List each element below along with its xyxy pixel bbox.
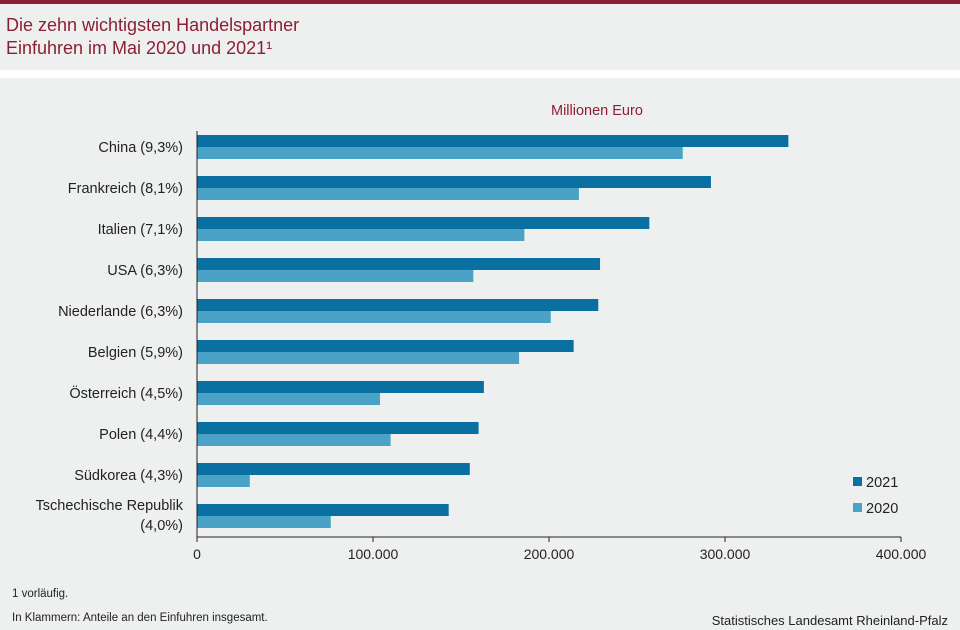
bar-2020 (197, 229, 525, 241)
source-label: Statistisches Landesamt Rheinland-Pfalz (711, 613, 948, 628)
legend-label: 2021 (866, 475, 898, 491)
chart-title: Die zehn wichtigsten Handelspartner Einf… (6, 14, 299, 60)
x-tick-label: 200.000 (524, 546, 575, 562)
bar-2021 (197, 299, 599, 311)
category-label: Tschechische Republik (36, 498, 184, 514)
x-tick-label: 0 (193, 546, 201, 562)
bar-2021 (197, 381, 484, 393)
bar-2020 (197, 147, 683, 159)
bar-2020 (197, 270, 474, 282)
category-label: Belgien (5,9%) (88, 345, 183, 361)
bar-2021 (197, 135, 789, 147)
bar-2021 (197, 258, 601, 270)
bar-2020 (197, 393, 381, 405)
bar-2020 (197, 516, 331, 528)
bar-2021 (197, 463, 470, 475)
bar-2021 (197, 217, 650, 229)
x-tick-label: 300.000 (700, 546, 751, 562)
category-label: Niederlande (6,3%) (58, 304, 183, 320)
bar-2020 (197, 352, 520, 364)
x-tick-label: 100.000 (348, 546, 399, 562)
category-label: Südkorea (4,3%) (74, 468, 183, 484)
category-label: Polen (4,4%) (99, 427, 183, 443)
bar-2020 (197, 475, 250, 487)
bar-2021 (197, 422, 479, 434)
category-label: China (9,3%) (98, 140, 183, 156)
bar-2021 (197, 340, 574, 352)
legend-label: 2020 (866, 501, 898, 517)
x-tick-label: 400.000 (876, 546, 927, 562)
legend-swatch (853, 503, 862, 512)
bar-2021 (197, 176, 711, 188)
footnote-shares: In Klammern: Anteile an den Einfuhren in… (12, 612, 268, 624)
category-label: Österreich (4,5%) (69, 384, 183, 402)
legend-swatch (853, 477, 862, 486)
separator-band (0, 70, 960, 78)
bar-2021 (197, 504, 449, 516)
title-line-2: Einfuhren im Mai 2020 und 2021¹ (6, 38, 273, 58)
unit-label: Millionen Euro (551, 103, 643, 119)
bar-2020 (197, 188, 579, 200)
top-rule (0, 0, 960, 4)
category-label: Italien (7,1%) (98, 222, 183, 238)
bar-2020 (197, 434, 391, 446)
title-line-1: Die zehn wichtigsten Handelspartner (6, 15, 300, 35)
footnote-preliminary: 1 vorläufig. (12, 588, 69, 600)
bar-2020 (197, 311, 551, 323)
category-label: (4,0%) (140, 518, 183, 534)
category-label: Frankreich (8,1%) (68, 181, 183, 197)
category-label: USA (6,3%) (107, 263, 183, 279)
